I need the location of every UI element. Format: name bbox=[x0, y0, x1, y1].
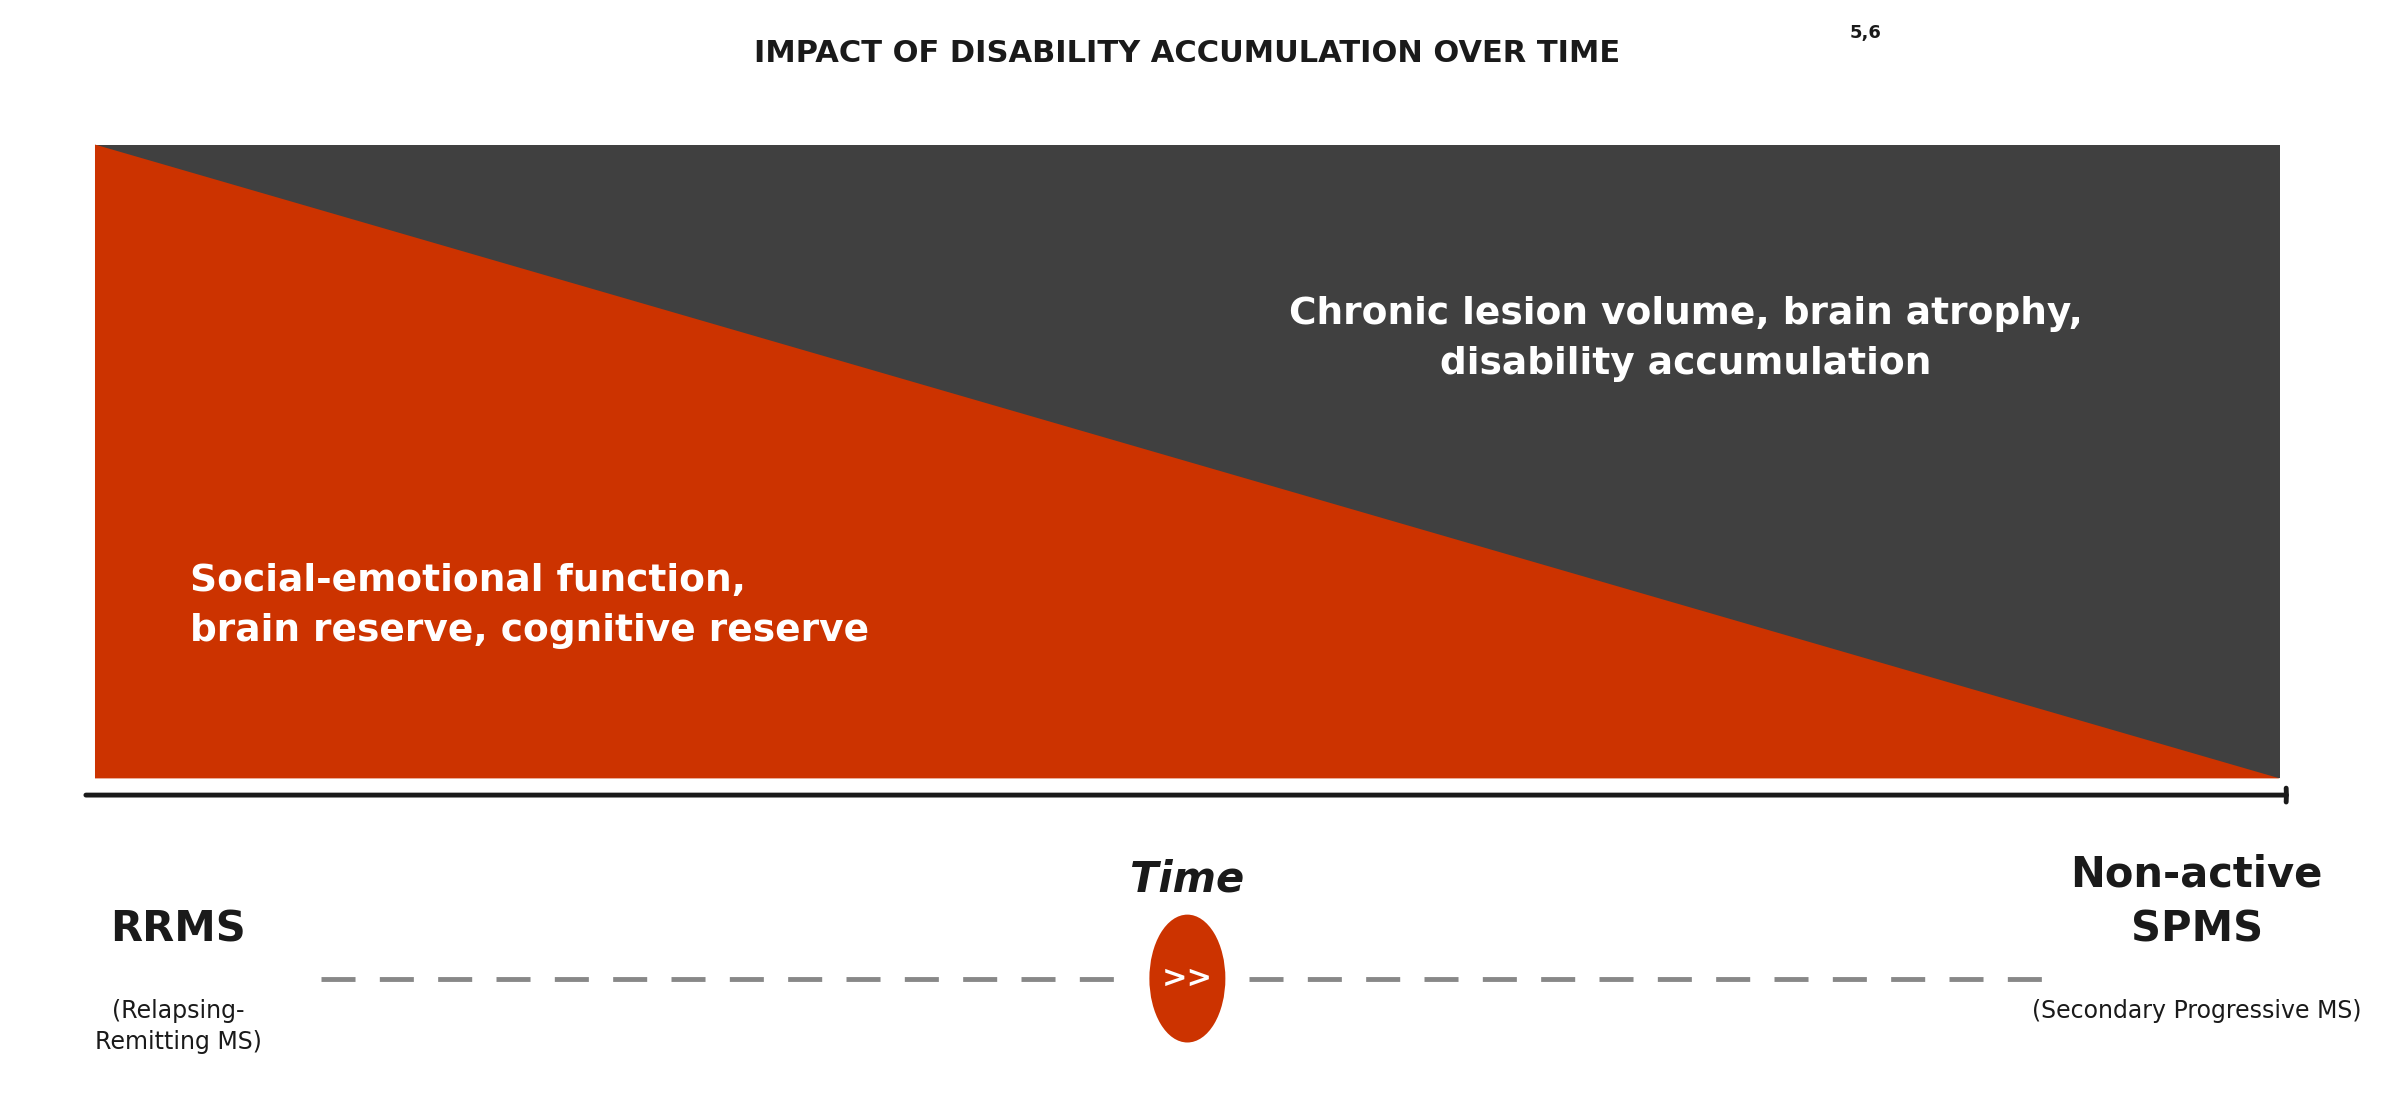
Polygon shape bbox=[96, 145, 2280, 778]
Text: (Secondary Progressive MS): (Secondary Progressive MS) bbox=[2033, 999, 2362, 1023]
Text: Chronic lesion volume, brain atrophy,
disability accumulation: Chronic lesion volume, brain atrophy, di… bbox=[1289, 296, 2083, 383]
Polygon shape bbox=[96, 145, 2280, 778]
Text: >>: >> bbox=[1162, 964, 1212, 993]
Text: 5,6: 5,6 bbox=[1850, 24, 1882, 42]
Text: RRMS: RRMS bbox=[110, 909, 245, 951]
Text: Non-active
SPMS: Non-active SPMS bbox=[2071, 854, 2323, 951]
Text: IMPACT OF DISABILITY ACCUMULATION OVER TIME: IMPACT OF DISABILITY ACCUMULATION OVER T… bbox=[754, 39, 1620, 68]
Text: Social-emotional function,
brain reserve, cognitive reserve: Social-emotional function, brain reserve… bbox=[190, 563, 869, 649]
Text: (Relapsing-
Remitting MS): (Relapsing- Remitting MS) bbox=[94, 999, 262, 1054]
Text: Time: Time bbox=[1130, 858, 1246, 901]
Ellipse shape bbox=[1150, 914, 1226, 1043]
